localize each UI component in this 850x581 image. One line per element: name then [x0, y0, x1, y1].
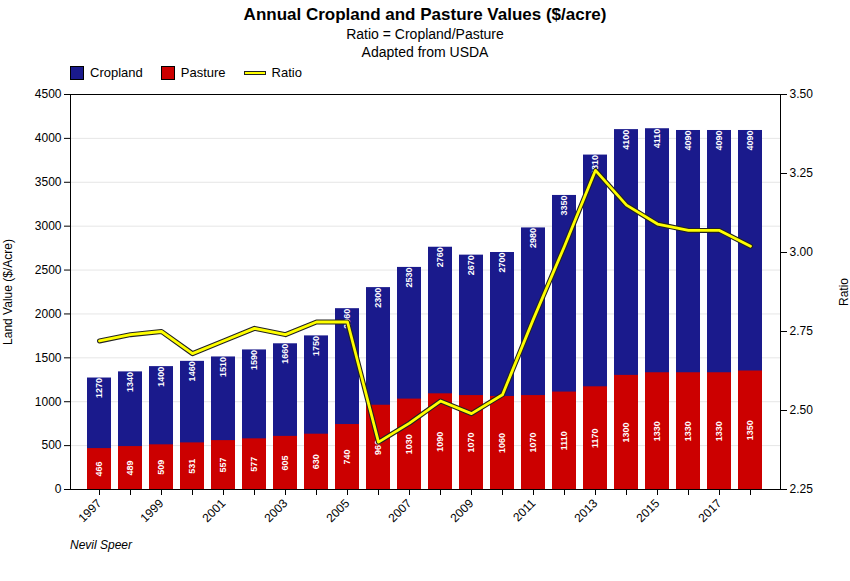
svg-text:2009: 2009 — [448, 496, 477, 525]
svg-text:2011: 2011 — [510, 496, 538, 524]
svg-text:489: 489 — [125, 461, 135, 476]
svg-text:4100: 4100 — [621, 130, 631, 150]
svg-text:3.25: 3.25 — [790, 166, 814, 180]
svg-text:2005: 2005 — [324, 496, 353, 525]
svg-text:1590: 1590 — [249, 350, 259, 370]
svg-text:557: 557 — [218, 458, 228, 473]
svg-text:2980: 2980 — [528, 228, 538, 248]
svg-text:2001: 2001 — [200, 496, 229, 525]
svg-text:2530: 2530 — [404, 267, 414, 287]
svg-text:630: 630 — [311, 454, 321, 469]
svg-text:1500: 1500 — [35, 351, 62, 365]
svg-text:1350: 1350 — [745, 420, 755, 440]
svg-text:1750: 1750 — [311, 336, 321, 356]
html-text:Adapted from USDA: Adapted from USDA — [361, 44, 489, 60]
svg-text:577: 577 — [249, 457, 259, 472]
svg-text:1330: 1330 — [683, 421, 693, 441]
svg-text:1060: 1060 — [497, 433, 507, 453]
svg-text:0: 0 — [55, 482, 62, 496]
html-text:Cropland: Cropland — [90, 65, 143, 80]
svg-text:1070: 1070 — [466, 433, 476, 453]
svg-text:3350: 3350 — [559, 195, 569, 215]
svg-text:2670: 2670 — [466, 255, 476, 275]
svg-text:3.50: 3.50 — [790, 87, 814, 101]
svg-text:1090: 1090 — [435, 432, 445, 452]
svg-text:Ratio: Ratio — [837, 278, 850, 306]
svg-text:466: 466 — [94, 462, 104, 477]
svg-text:4090: 4090 — [683, 130, 693, 150]
svg-text:2.75: 2.75 — [790, 324, 814, 338]
svg-text:Land Value ($/Acre): Land Value ($/Acre) — [1, 239, 15, 345]
svg-text:2.25: 2.25 — [790, 482, 814, 496]
html-text:Pasture: Pasture — [180, 65, 226, 80]
svg-text:1330: 1330 — [652, 421, 662, 441]
svg-text:2.50: 2.50 — [790, 403, 814, 417]
svg-text:3000: 3000 — [35, 219, 62, 233]
svg-text:2017: 2017 — [696, 496, 725, 525]
svg-text:1400: 1400 — [156, 367, 166, 387]
svg-text:2015: 2015 — [634, 496, 663, 525]
svg-text:1460: 1460 — [187, 361, 197, 381]
svg-text:509: 509 — [156, 460, 166, 475]
svg-text:2007: 2007 — [386, 496, 415, 525]
svg-text:1170: 1170 — [590, 428, 600, 448]
svg-text:1070: 1070 — [528, 433, 538, 453]
svg-text:1510: 1510 — [218, 357, 228, 377]
svg-text:2300: 2300 — [373, 288, 383, 308]
svg-text:3500: 3500 — [35, 175, 62, 189]
svg-text:1660: 1660 — [280, 344, 290, 364]
svg-text:2700: 2700 — [497, 253, 507, 273]
svg-text:1340: 1340 — [125, 372, 135, 392]
svg-text:1110: 1110 — [559, 431, 569, 450]
svg-text:2060: 2060 — [342, 308, 353, 329]
html-text:Nevil Speer: Nevil Speer — [70, 538, 132, 552]
svg-text:1330: 1330 — [714, 421, 724, 441]
svg-text:4110: 4110 — [652, 129, 662, 149]
svg-text:1030: 1030 — [404, 434, 414, 454]
svg-text:2500: 2500 — [35, 263, 62, 277]
svg-text:2003: 2003 — [262, 496, 291, 525]
svg-text:960: 960 — [373, 439, 384, 455]
svg-text:605: 605 — [280, 455, 290, 470]
svg-text:1997: 1997 — [76, 496, 105, 525]
svg-text:500: 500 — [41, 438, 61, 452]
svg-text:3810: 3810 — [590, 155, 601, 176]
svg-text:4000: 4000 — [35, 131, 62, 145]
svg-text:1270: 1270 — [94, 378, 104, 398]
svg-text:1999: 1999 — [138, 496, 167, 525]
svg-text:4090: 4090 — [714, 130, 724, 150]
svg-text:531: 531 — [187, 459, 197, 474]
svg-text:1000: 1000 — [35, 395, 62, 409]
svg-text:4090: 4090 — [745, 130, 755, 150]
svg-text:4500: 4500 — [35, 87, 62, 101]
svg-text:740: 740 — [342, 450, 352, 465]
svg-text:3.00: 3.00 — [790, 245, 814, 259]
svg-text:1300: 1300 — [621, 422, 631, 442]
svg-text:2013: 2013 — [572, 496, 601, 525]
svg-text:2760: 2760 — [435, 247, 445, 267]
svg-text:2000: 2000 — [35, 307, 62, 321]
html-text:Ratio: Ratio — [271, 65, 302, 80]
html-text:Ratio = Cropland/Pasture: Ratio = Cropland/Pasture — [346, 26, 504, 42]
html-text:Annual Cropland and Pasture Va: Annual Cropland and Pasture Values ($/ac… — [243, 5, 607, 24]
